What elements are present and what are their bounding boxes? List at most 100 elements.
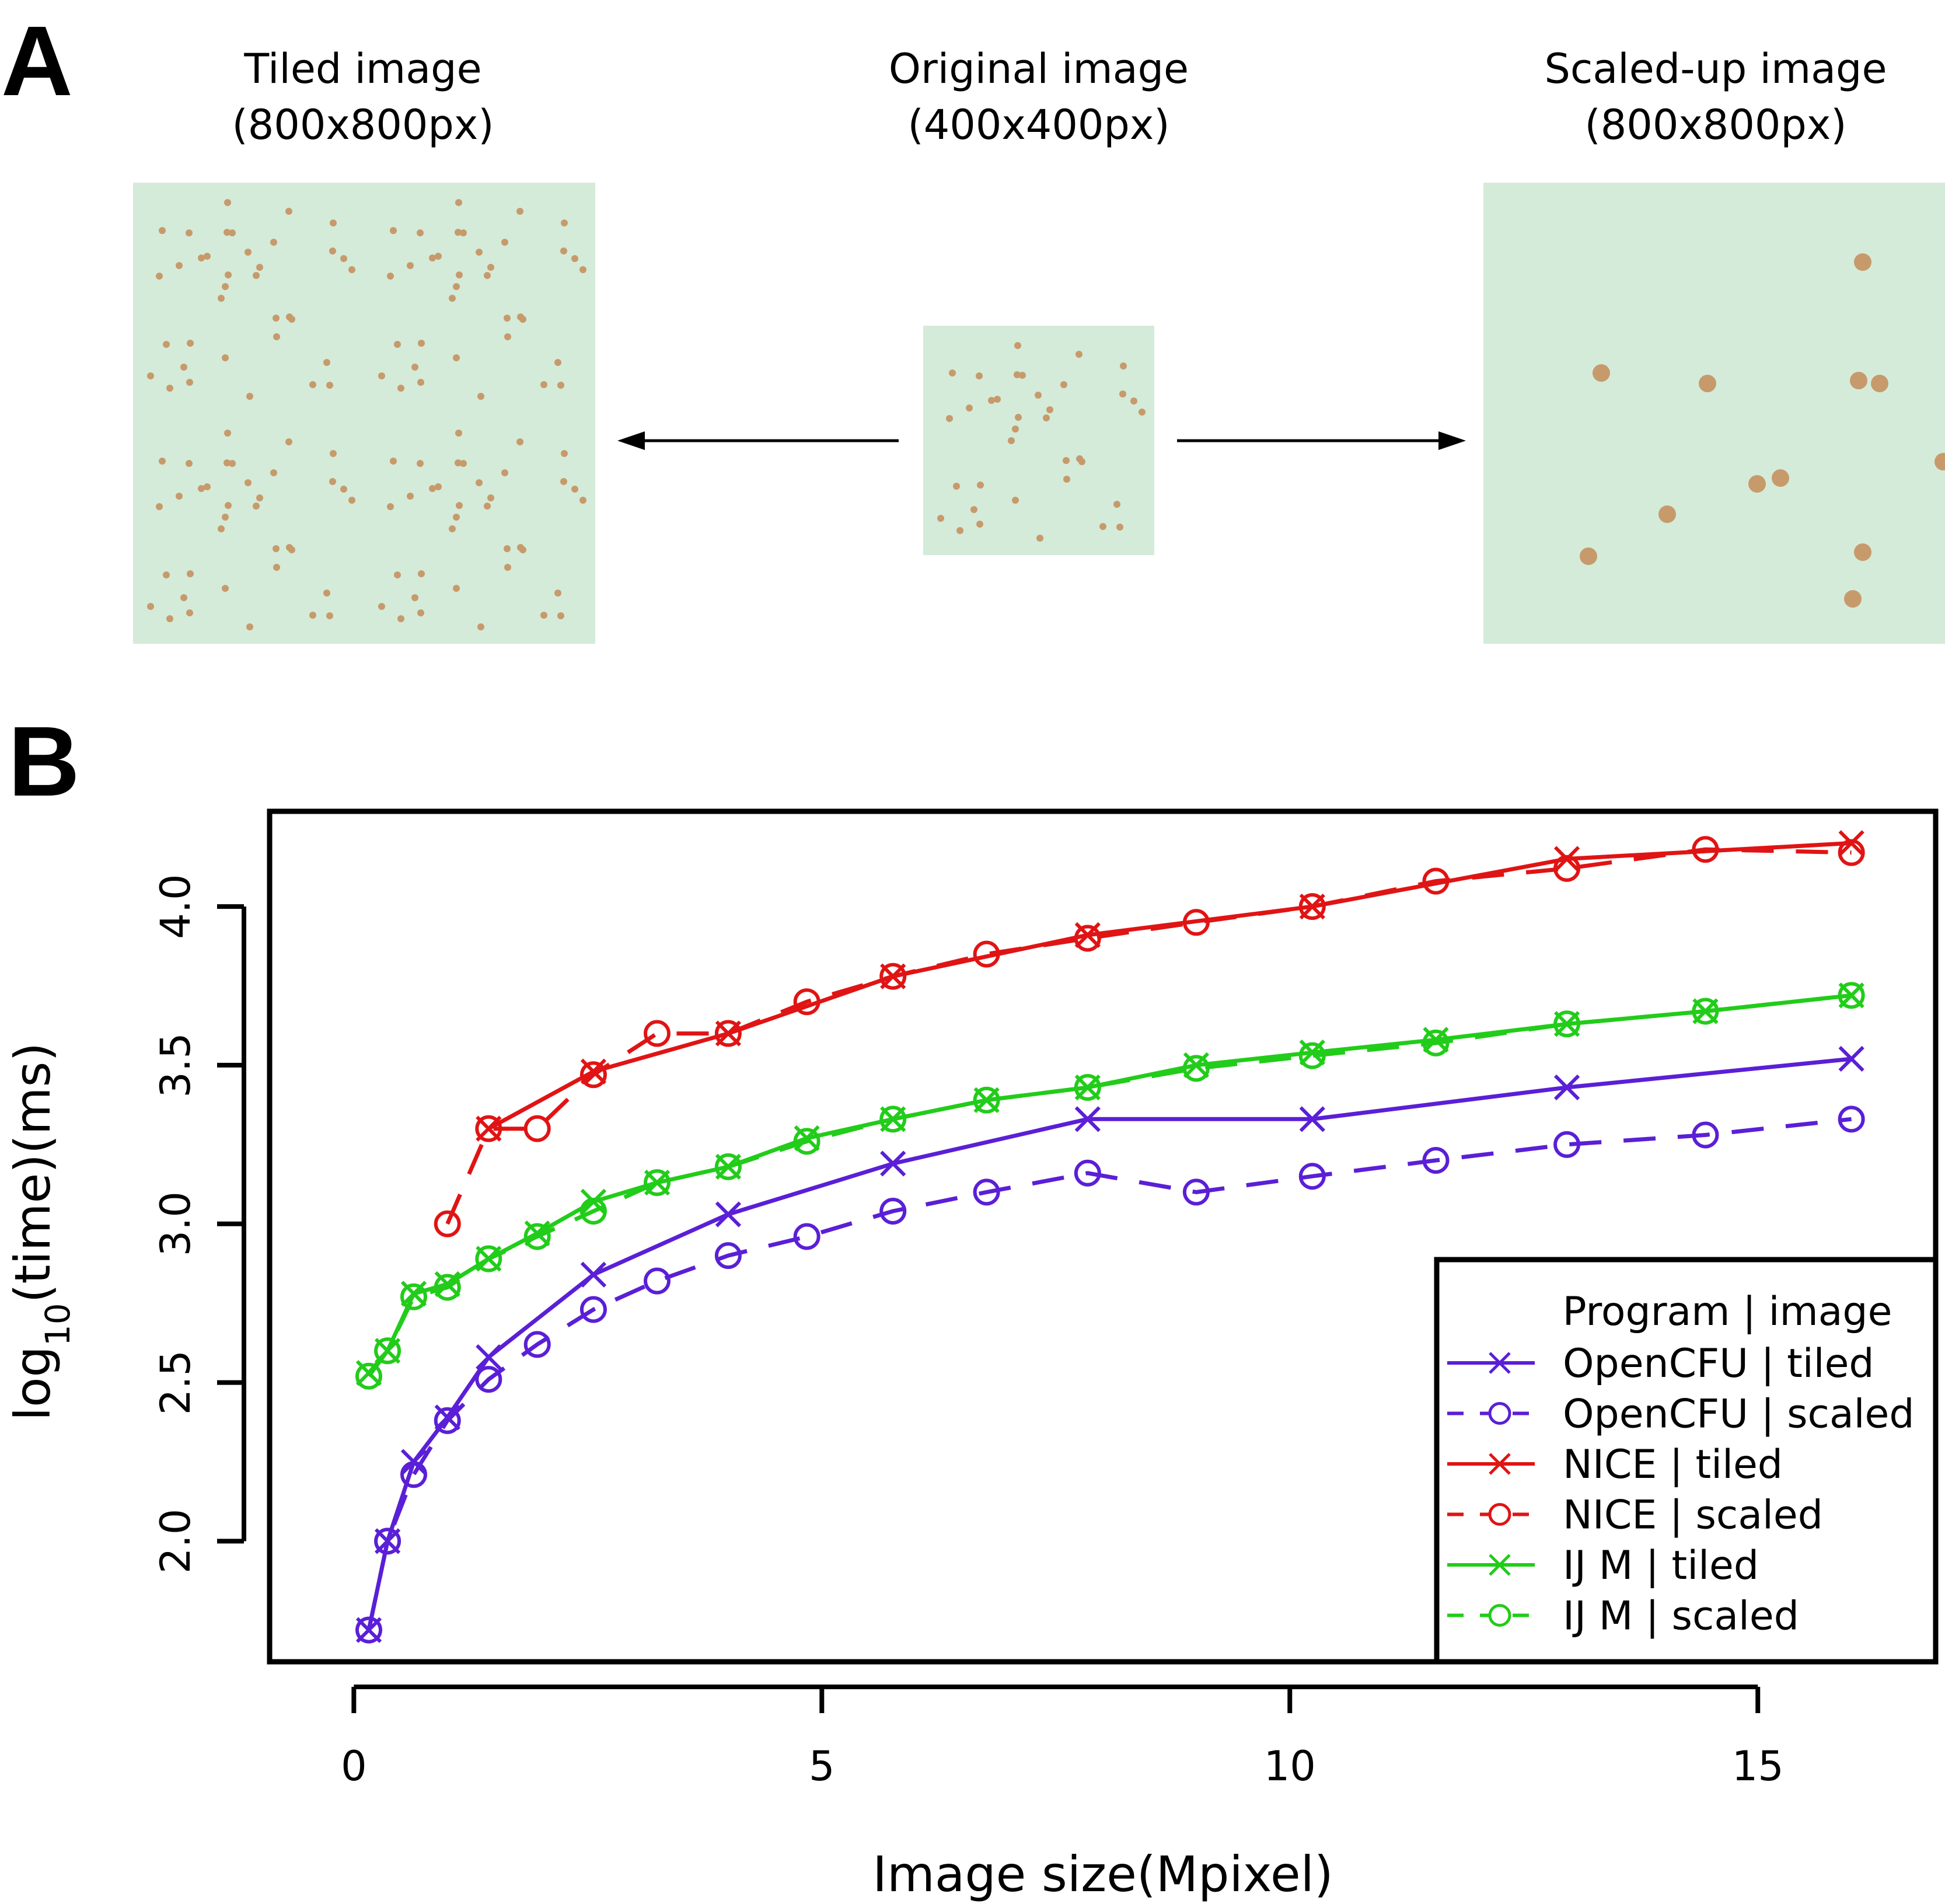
y-axis-label: log10(time)(ms) (4, 1042, 78, 1421)
data-point (714, 1153, 742, 1180)
colony-dot (218, 525, 225, 532)
colony-dot (540, 381, 547, 389)
colony-dot (273, 333, 281, 341)
colony-dot (571, 485, 578, 493)
data-point (1074, 922, 1101, 948)
data-point (879, 963, 907, 990)
colony-dot (397, 385, 404, 392)
colony-dot (166, 615, 173, 623)
colony-dot (340, 485, 347, 493)
data-point (1692, 836, 1719, 863)
colony-dot (1934, 452, 1945, 470)
colony-dot (976, 372, 983, 379)
data-point (1422, 1147, 1450, 1174)
data-point (644, 1267, 671, 1295)
colony-dot (1008, 437, 1015, 444)
colony-dot (340, 254, 347, 262)
data-point (1074, 925, 1101, 952)
colony-dot (1853, 253, 1871, 271)
legend-box (1434, 1257, 1939, 1665)
colony-dot (228, 459, 236, 467)
tiled-image-caption: Tiled image (800x800px) (130, 41, 596, 153)
data-point (374, 1528, 401, 1555)
data-point (434, 1271, 460, 1298)
data-point (355, 1362, 383, 1390)
colony-dot (1113, 501, 1121, 508)
data-point (1553, 1131, 1581, 1158)
colony-dot (560, 478, 568, 486)
series-line (366, 1056, 1852, 1631)
colony-dot (560, 247, 568, 255)
colony-dot (1012, 496, 1019, 504)
colony-dot (952, 483, 960, 490)
colony-dot (186, 460, 193, 468)
data-point (580, 1058, 607, 1084)
data-point (475, 1245, 502, 1272)
colony-dot (501, 238, 509, 246)
colony-dot (270, 469, 278, 476)
data-point (1838, 982, 1865, 1009)
colony-dot (418, 570, 425, 577)
colony-dot (554, 358, 562, 366)
colony-dot (166, 385, 173, 392)
colony-dot (156, 272, 163, 280)
colony-dot (272, 545, 280, 552)
colony-dot (252, 271, 260, 279)
colony-dot (429, 254, 437, 262)
colony-dot (1076, 455, 1084, 463)
data-point (434, 1210, 461, 1237)
colony-dot (411, 594, 419, 602)
colony-dot (946, 415, 954, 423)
colony-dot (1060, 381, 1068, 389)
colony-dot (449, 525, 456, 532)
data-point (1298, 1042, 1326, 1069)
data-point (434, 1274, 461, 1301)
data-point (1299, 1106, 1325, 1132)
colony-dot (246, 623, 253, 631)
colony-dot (1014, 341, 1022, 349)
colony-dot (1036, 535, 1043, 542)
colony-dot (406, 492, 414, 500)
data-point (1553, 1010, 1581, 1038)
legend-marker (1488, 1503, 1511, 1526)
colony-dot (187, 570, 194, 577)
tiled-image-size: (800x800px) (232, 101, 494, 149)
colony-dot (455, 199, 463, 207)
colony-dot (244, 249, 252, 256)
colony-dot (159, 226, 166, 234)
colony-dot (417, 378, 425, 386)
colony-dot (309, 381, 316, 389)
colony-dot (937, 514, 945, 522)
data-point (714, 1242, 742, 1270)
colony-dot (1843, 590, 1862, 608)
data-point (1182, 1178, 1210, 1206)
colony-dot (323, 589, 331, 597)
colony-dot (949, 369, 956, 377)
colony-dot (326, 612, 333, 619)
colony-dot (1748, 475, 1766, 493)
legend-label: OpenCFU | tiled (1563, 1341, 1874, 1387)
colony-dot (329, 247, 337, 255)
colony-dot (1014, 414, 1022, 421)
data-point (400, 1461, 428, 1488)
colony-dot (988, 397, 996, 404)
colony-dot (1592, 364, 1610, 382)
colony-dot (483, 271, 491, 279)
tiled-image-title: Tiled image (244, 45, 482, 93)
colony-dot (487, 494, 494, 501)
series-layer (355, 830, 1865, 1644)
data-point (475, 1115, 502, 1142)
data-point (1553, 846, 1580, 872)
data-point (579, 1296, 607, 1323)
colony-dot (285, 207, 292, 215)
legend-marker (1488, 1604, 1511, 1627)
legend-entry: OpenCFU | scaled (1447, 1392, 1915, 1438)
colony-dot (475, 479, 483, 487)
scaled-image-caption: Scaled-up image (800x800px) (1482, 41, 1945, 153)
colony-dot (387, 503, 394, 510)
legend-marker (1488, 1402, 1511, 1425)
data-point (1182, 909, 1210, 936)
x-tick-label: 0 (341, 1742, 367, 1790)
colony-dot (475, 249, 483, 256)
data-point (973, 940, 1000, 968)
